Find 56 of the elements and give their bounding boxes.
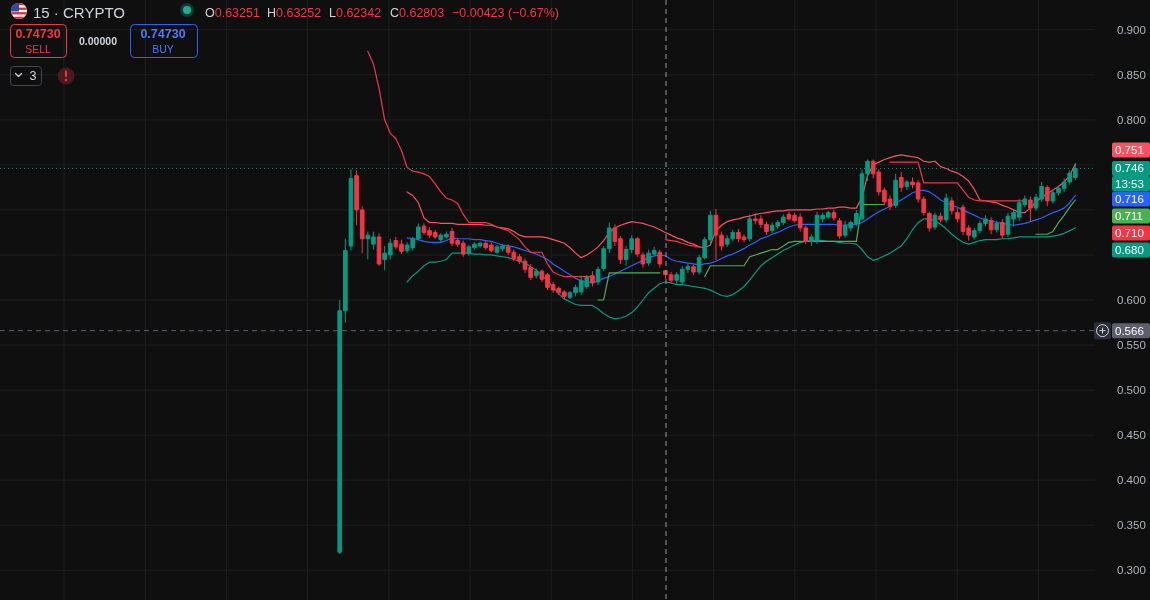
chart-title: 15 · CRYPTO — [33, 3, 125, 21]
annotation: BUY — [152, 43, 174, 55]
text: 0.710 — [1115, 227, 1144, 239]
text: 0.711 — [1115, 210, 1143, 222]
candlestick — [927, 211, 932, 233]
annotation: −0.00423 (−0.67%) — [452, 6, 560, 20]
y-tick-label: 0.550 — [1117, 339, 1146, 352]
candlestick — [348, 168, 354, 251]
text: 0.716 — [1115, 193, 1144, 205]
dropdown-button: 3 — [10, 66, 42, 86]
candlestick — [898, 171, 904, 193]
candlestick — [938, 212, 943, 224]
y-tick-label: 0.400 — [1117, 474, 1146, 487]
candlestick — [943, 193, 949, 224]
sell-button: 0.74730 SELL — [10, 24, 67, 58]
line-series — [406, 189, 1076, 284]
candlestick — [893, 173, 898, 209]
y-tick-label: 0.900 — [1117, 23, 1146, 36]
candlestick — [904, 179, 910, 191]
text: 0.680 — [1115, 244, 1144, 256]
candlestick — [691, 264, 696, 276]
candlestick — [747, 213, 752, 242]
candlestick — [949, 196, 955, 215]
annotation: 0.00000 — [79, 35, 118, 47]
candlestick — [994, 220, 1000, 233]
annotation: H0.63252 — [267, 6, 322, 20]
y-tick-label: 0.350 — [1117, 519, 1146, 532]
y-tick-label: 0.500 — [1117, 384, 1146, 397]
candlestick — [657, 249, 663, 269]
y-tick-label: 0.800 — [1117, 113, 1146, 126]
text: 0.751 — [1115, 144, 1144, 156]
buy-button: 0.74730 BUY — [130, 24, 198, 58]
ref-line-label: 0.746 — [1115, 162, 1144, 175]
candlestick — [1044, 185, 1050, 207]
candlestick — [831, 209, 837, 222]
candlestick — [376, 232, 382, 267]
y-tick-label: 0.600 — [1117, 294, 1146, 306]
candlestick — [837, 217, 842, 240]
candlestick — [988, 216, 994, 235]
candlestick — [595, 266, 601, 286]
candlestick — [1028, 195, 1033, 223]
annotation: 3 — [29, 69, 37, 83]
y-tick-label: 0.300 — [1117, 564, 1146, 577]
candlestick — [1000, 218, 1005, 240]
annotation: L0.62342 — [329, 6, 382, 20]
line-series — [406, 154, 1076, 259]
annotation: 0.74730 — [15, 27, 61, 41]
y-tick-label: 0.850 — [1117, 68, 1146, 81]
y-tick-label: 0.450 — [1117, 429, 1146, 442]
text: 13:53 — [1115, 177, 1144, 190]
candlestick — [533, 267, 539, 279]
ref-line-label: 0.566 — [1115, 324, 1144, 337]
annotation: 0.74730 — [140, 27, 186, 41]
annotation: O0.63251 — [205, 6, 260, 20]
annotation: C0.62803 — [390, 6, 445, 20]
annotation: SELL — [25, 43, 51, 55]
